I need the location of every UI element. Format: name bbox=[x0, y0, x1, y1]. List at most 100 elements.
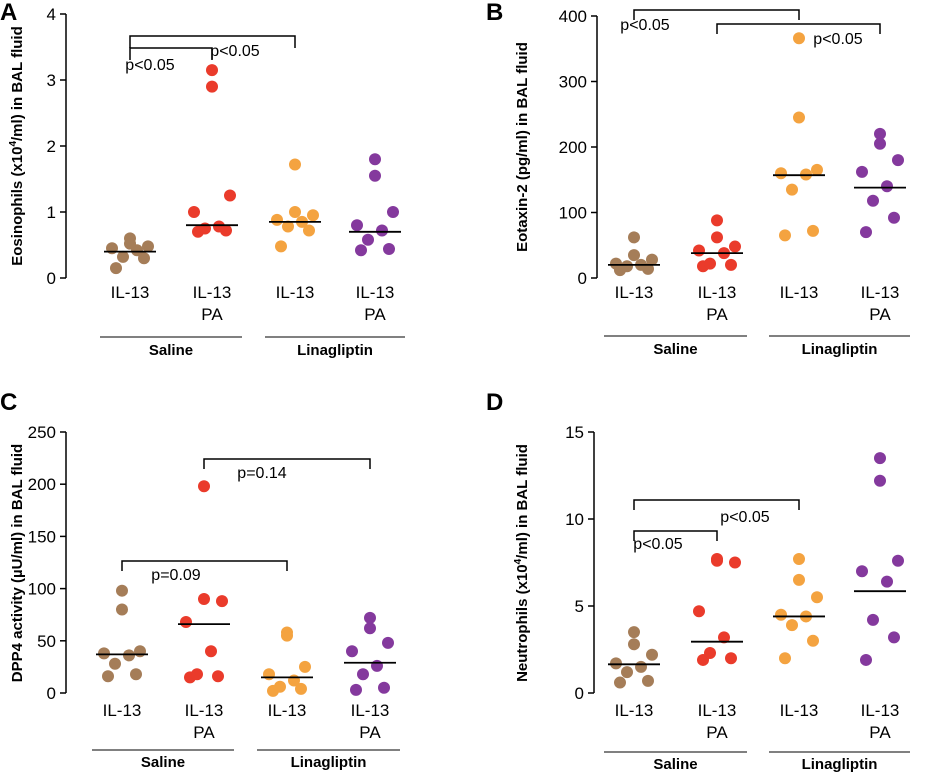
data-point bbox=[376, 224, 388, 237]
y-tick-label: 10 bbox=[565, 510, 584, 529]
data-point bbox=[881, 180, 893, 193]
x-tick-label: IL-13 bbox=[103, 701, 142, 720]
data-point bbox=[109, 657, 121, 670]
p-value-label: p<0.05 bbox=[813, 31, 862, 48]
x-tick-label: IL-13 bbox=[780, 283, 819, 302]
x-tick-label: IL-13 bbox=[351, 701, 390, 720]
data-point bbox=[188, 206, 200, 218]
x-tick-label-line2: PA bbox=[706, 305, 728, 324]
y-axis-title-part: /ml) in BAL fluid bbox=[9, 26, 26, 141]
significance-bracket bbox=[129, 47, 213, 60]
data-point bbox=[610, 257, 622, 270]
panel-letter: D bbox=[486, 389, 503, 416]
y-tick-label: 250 bbox=[28, 423, 56, 442]
data-point bbox=[295, 682, 307, 695]
data-point bbox=[704, 646, 716, 659]
data-point bbox=[718, 631, 730, 644]
data-point bbox=[628, 626, 640, 639]
y-tick-label: 200 bbox=[559, 138, 587, 157]
panel-D: D 0 5 10 15 Neutrophils (x104/ml) in BAL flui… bbox=[486, 389, 910, 773]
group-label: Saline bbox=[141, 754, 185, 771]
data-point bbox=[621, 260, 633, 273]
x-tick-label-line2: PA bbox=[359, 723, 381, 742]
data-point bbox=[725, 652, 737, 665]
y-tick-label: 3 bbox=[47, 71, 56, 90]
data-point bbox=[775, 167, 787, 180]
data-point bbox=[892, 554, 904, 567]
group-label: Linagliptin bbox=[802, 756, 878, 773]
data-point bbox=[874, 452, 886, 465]
data-point bbox=[856, 165, 868, 178]
x-tick-label: IL-13 bbox=[615, 283, 654, 302]
y-tick-label: 400 bbox=[559, 7, 587, 26]
y-tick-label: 0 bbox=[47, 269, 56, 288]
y-axis-title-part: DPP4 activity (µU/ml) in BAL fluid bbox=[9, 444, 26, 682]
y-axis-title-part: Eotaxin-2 (pg/ml) in BAL fluid bbox=[514, 42, 531, 252]
data-point bbox=[123, 649, 135, 662]
data-point bbox=[628, 231, 640, 244]
data-point bbox=[628, 249, 640, 262]
group-label: Saline bbox=[653, 756, 697, 773]
data-point bbox=[860, 653, 872, 666]
group-label: Linagliptin bbox=[802, 341, 878, 358]
data-point bbox=[642, 674, 654, 687]
y-tick-label: 15 bbox=[565, 423, 584, 442]
x-tick-label: IL-13 bbox=[861, 701, 900, 720]
x-tick-label-line2: PA bbox=[364, 305, 386, 324]
data-point bbox=[364, 611, 376, 624]
data-point bbox=[369, 169, 381, 182]
data-point bbox=[378, 681, 390, 694]
data-point bbox=[881, 575, 893, 588]
data-point bbox=[212, 670, 224, 683]
data-point bbox=[142, 240, 154, 253]
p-value-label: p<0.05 bbox=[633, 536, 682, 553]
data-point bbox=[288, 674, 300, 687]
significance-bracket bbox=[121, 560, 288, 571]
data-point bbox=[198, 593, 210, 606]
y-tick-label: 300 bbox=[559, 73, 587, 92]
panel-B: B 0 100 200 300 400 Eotaxin-2 (pg/ml) in BAL f… bbox=[486, 0, 910, 358]
data-point bbox=[786, 619, 798, 632]
data-point bbox=[779, 229, 791, 242]
data-point bbox=[725, 258, 737, 271]
y-axis-title: Eosinophils (x104/ml) in BAL fluid bbox=[8, 26, 26, 265]
p-value-label: p<0.05 bbox=[720, 509, 769, 526]
group-label: Linagliptin bbox=[291, 754, 367, 771]
y-tick-label: 0 bbox=[578, 269, 587, 288]
data-point bbox=[289, 206, 301, 218]
data-point bbox=[351, 219, 363, 232]
p-value-label: p=0.14 bbox=[237, 465, 286, 482]
data-point bbox=[811, 163, 823, 176]
y-tick-label: 50 bbox=[37, 632, 56, 651]
data-point bbox=[362, 233, 374, 246]
data-point bbox=[350, 683, 362, 696]
data-point bbox=[224, 189, 236, 202]
significance-bracket bbox=[633, 530, 718, 541]
data-point bbox=[793, 32, 805, 45]
x-tick-label: IL-13 bbox=[615, 701, 654, 720]
x-tick-label: IL-13 bbox=[861, 283, 900, 302]
y-axis-title-superscript: 4 bbox=[513, 558, 524, 564]
data-point bbox=[206, 80, 218, 93]
data-point bbox=[130, 668, 142, 681]
x-tick-label: IL-13 bbox=[185, 701, 224, 720]
data-point bbox=[102, 670, 114, 683]
data-point bbox=[874, 137, 886, 150]
data-point bbox=[860, 226, 872, 239]
x-tick-label: IL-13 bbox=[111, 283, 150, 302]
y-tick-label: 100 bbox=[28, 580, 56, 599]
group-label: Saline bbox=[653, 341, 697, 358]
data-point bbox=[867, 613, 879, 626]
data-point bbox=[213, 220, 225, 233]
y-axis-title: Eotaxin-2 (pg/ml) in BAL fluid bbox=[514, 42, 531, 252]
data-point bbox=[646, 648, 658, 661]
data-point bbox=[116, 603, 128, 616]
y-tick-label: 0 bbox=[47, 684, 56, 703]
data-point bbox=[704, 257, 716, 270]
data-point bbox=[729, 556, 741, 569]
x-tick-label-line2: PA bbox=[201, 305, 223, 324]
data-point bbox=[191, 668, 203, 681]
data-point bbox=[793, 553, 805, 566]
data-point bbox=[369, 153, 381, 166]
